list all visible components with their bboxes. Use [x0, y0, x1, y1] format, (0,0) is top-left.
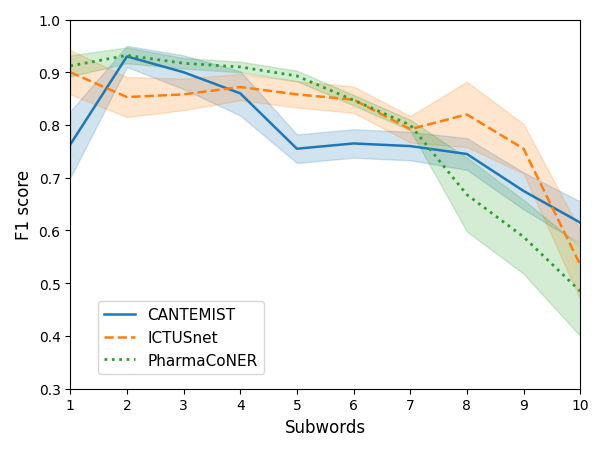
CANTEMIST: [66, 143, 74, 148]
ICTUSnet: [577, 262, 584, 268]
ICTUSnet: [180, 92, 187, 98]
Legend: CANTEMIST, ICTUSnet, PharmaCoNER: CANTEMIST, ICTUSnet, PharmaCoNER: [98, 302, 263, 374]
CANTEMIST: [520, 189, 527, 194]
ICTUSnet: [66, 70, 74, 76]
PharmaCoNER: [577, 289, 584, 294]
ICTUSnet: [350, 98, 357, 103]
PharmaCoNER: [350, 98, 357, 104]
PharmaCoNER: [180, 61, 187, 67]
CANTEMIST: [237, 92, 244, 97]
PharmaCoNER: [463, 193, 471, 198]
CANTEMIST: [577, 221, 584, 226]
ICTUSnet: [520, 147, 527, 152]
Line: CANTEMIST: CANTEMIST: [70, 57, 580, 223]
Line: PharmaCoNER: PharmaCoNER: [70, 56, 580, 291]
ICTUSnet: [237, 85, 244, 91]
Line: ICTUSnet: ICTUSnet: [70, 73, 580, 265]
PharmaCoNER: [294, 74, 301, 79]
CANTEMIST: [123, 55, 130, 60]
ICTUSnet: [463, 112, 471, 118]
ICTUSnet: [123, 95, 130, 101]
CANTEMIST: [350, 142, 357, 147]
PharmaCoNER: [123, 54, 130, 59]
X-axis label: Subwords: Subwords: [284, 418, 366, 436]
CANTEMIST: [406, 144, 414, 149]
ICTUSnet: [406, 127, 414, 133]
PharmaCoNER: [406, 123, 414, 129]
PharmaCoNER: [520, 235, 527, 240]
PharmaCoNER: [237, 65, 244, 70]
CANTEMIST: [463, 152, 471, 157]
ICTUSnet: [294, 92, 301, 98]
CANTEMIST: [294, 147, 301, 152]
PharmaCoNER: [66, 64, 74, 69]
Y-axis label: F1 score: F1 score: [15, 170, 33, 239]
CANTEMIST: [180, 70, 187, 76]
